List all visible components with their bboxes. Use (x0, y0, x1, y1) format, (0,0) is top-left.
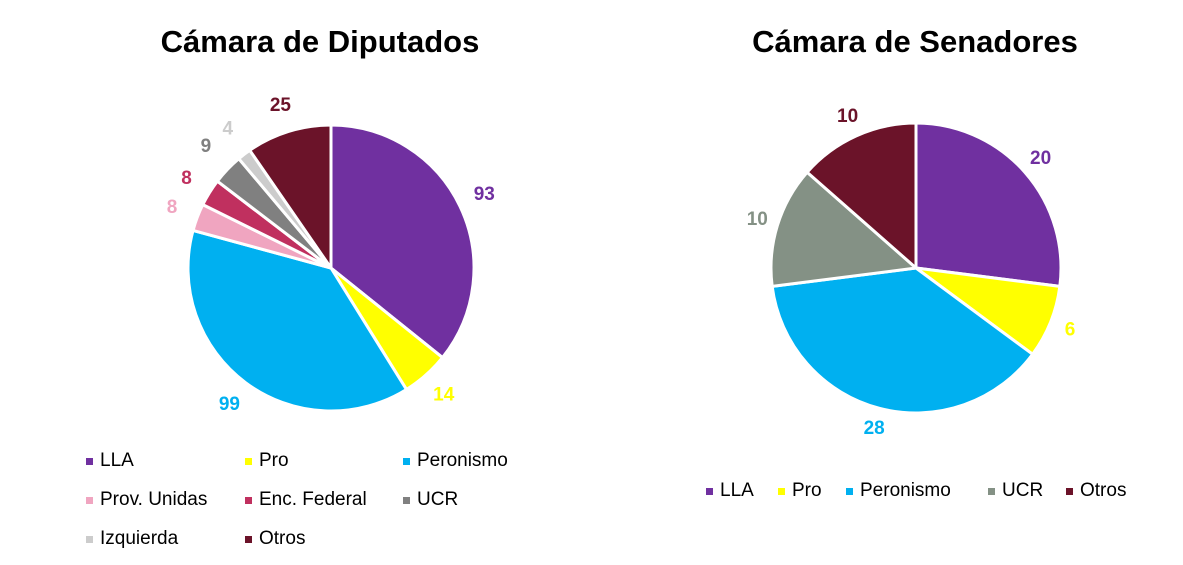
data-label-senadores-pro: 6 (1065, 319, 1076, 340)
legend-item-diputados-prov-unidas: Prov. Unidas (86, 488, 207, 512)
legend-label: Peronismo (417, 450, 508, 471)
legend-item-diputados-pro: Pro (245, 449, 289, 473)
pie-slice-senadores-lla (914, 121, 1063, 288)
data-label-senadores-peronismo: 28 (864, 418, 885, 439)
legend-swatch (403, 457, 410, 465)
data-label-senadores-otros: 10 (837, 106, 858, 127)
data-label-senadores-ucr: 10 (747, 209, 768, 230)
legend-label: Otros (259, 528, 306, 549)
data-label-diputados-otros: 25 (270, 95, 292, 116)
legend-label: UCR (1002, 480, 1044, 501)
pie-slice-diputados-otros (248, 123, 333, 270)
legend-item-senadores-otros: Otros (1066, 479, 1126, 503)
legend-swatch (86, 457, 93, 465)
legend-swatch (245, 496, 252, 504)
data-label-diputados-izquierda: 4 (222, 118, 233, 139)
legend-label: Enc. Federal (259, 489, 367, 510)
data-label-diputados-lla: 93 (474, 184, 495, 205)
legend-swatch (403, 496, 410, 504)
legend-swatch (86, 496, 93, 504)
data-label-diputados-enc-federal: 8 (181, 168, 192, 189)
legend-item-senadores-peronismo: Peronismo (846, 479, 951, 503)
legend-label: Pro (792, 480, 822, 501)
legend-swatch (245, 457, 252, 465)
legend-label: Prov. Unidas (100, 489, 208, 510)
chart-title-senadores: Cámara de Senadores (752, 24, 1078, 59)
legend-item-senadores-ucr: UCR (988, 479, 1043, 503)
legend-label: Izquierda (100, 528, 179, 549)
legend-swatch (245, 535, 252, 543)
legend-label: Otros (1080, 480, 1127, 501)
legend-item-diputados-otros: Otros (245, 527, 305, 551)
data-label-diputados-ucr: 9 (201, 136, 212, 157)
legend-item-diputados-lla: LLA (86, 449, 134, 473)
legend-item-diputados-peronismo: Peronismo (403, 449, 508, 473)
data-label-diputados-prov-unidas: 8 (167, 197, 178, 218)
pie-slice-senadores-ucr (769, 170, 918, 288)
data-label-diputados-peronismo: 99 (219, 394, 240, 415)
legend-swatch (778, 487, 785, 495)
legend-item-diputados-enc-federal: Enc. Federal (245, 488, 367, 512)
legend-swatch (846, 487, 853, 495)
legend-item-senadores-lla: LLA (706, 479, 754, 503)
legend-item-diputados-izquierda: Izquierda (86, 527, 178, 551)
pie-slice-senadores-peronismo (770, 266, 1035, 415)
legend-label: LLA (100, 450, 134, 471)
pie-slice-senadores-otros (805, 121, 918, 270)
chart-title-diputados: Cámara de Diputados (160, 24, 480, 59)
legend-item-diputados-ucr: UCR (403, 488, 458, 512)
data-label-diputados-pro: 14 (433, 385, 455, 406)
pie-slice-diputados-peronismo (186, 228, 408, 413)
legend-label: LLA (720, 480, 754, 501)
legend-label: UCR (417, 489, 459, 510)
legend-swatch (86, 535, 93, 543)
legend-swatch (988, 487, 995, 495)
legend-label: Pro (259, 450, 289, 471)
legend-item-senadores-pro: Pro (778, 479, 822, 503)
data-label-senadores-lla: 20 (1030, 148, 1051, 169)
pie-slice-diputados-lla (329, 123, 476, 360)
legend-swatch (1066, 487, 1073, 495)
legend-label: Peronismo (860, 480, 951, 501)
legend-swatch (706, 487, 713, 495)
